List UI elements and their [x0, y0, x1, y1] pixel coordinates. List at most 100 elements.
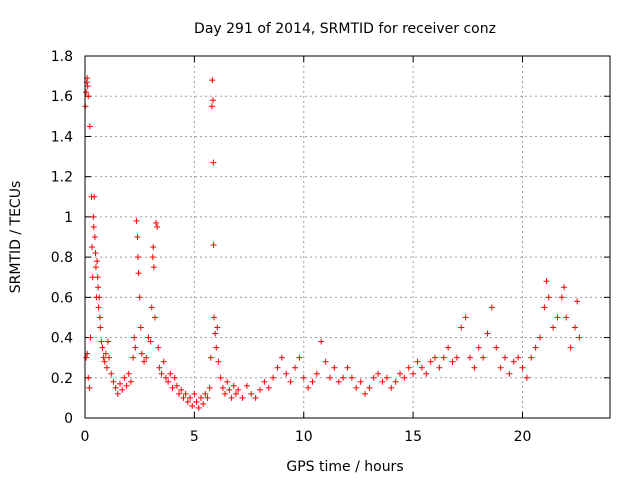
data-points	[82, 75, 583, 411]
x-tick-label: 0	[81, 429, 90, 445]
data-point	[195, 404, 202, 411]
data-point	[135, 270, 142, 277]
x-tick-label: 15	[404, 429, 422, 445]
data-point	[230, 382, 237, 389]
data-point	[125, 370, 132, 377]
data-point	[563, 314, 570, 321]
data-point	[217, 374, 224, 381]
data-point	[219, 384, 226, 391]
data-point	[257, 386, 263, 393]
data-point	[108, 370, 115, 377]
data-point	[305, 384, 312, 391]
data-point	[112, 384, 119, 391]
data-point	[228, 394, 235, 401]
data-point	[235, 386, 242, 393]
data-point	[96, 294, 103, 301]
data-point	[515, 354, 522, 361]
data-point	[97, 324, 104, 331]
data-point	[375, 370, 382, 377]
data-point	[222, 390, 228, 397]
data-point	[102, 350, 109, 357]
data-point	[90, 223, 97, 230]
data-point	[331, 364, 338, 371]
data-point	[176, 390, 183, 397]
x-axis-label: GPS time / hours	[286, 459, 403, 475]
data-point	[110, 378, 117, 385]
data-point	[206, 384, 213, 391]
data-point	[543, 278, 550, 285]
data-point	[98, 338, 105, 345]
data-point	[239, 394, 246, 401]
data-point	[114, 390, 121, 397]
data-point	[283, 370, 290, 377]
data-point	[558, 294, 565, 301]
data-point	[84, 83, 91, 90]
data-point	[92, 250, 99, 257]
data-point	[182, 390, 189, 397]
data-point	[506, 370, 513, 377]
data-point	[150, 244, 157, 251]
x-tick-label: 10	[295, 429, 313, 445]
data-point	[576, 334, 583, 341]
data-point	[212, 330, 219, 337]
data-point	[95, 284, 102, 291]
data-point	[572, 324, 578, 331]
data-point	[119, 386, 126, 393]
data-point	[401, 374, 408, 381]
data-point	[184, 398, 191, 405]
data-point	[152, 314, 158, 321]
data-point	[156, 364, 163, 371]
data-point	[101, 358, 108, 365]
data-point	[322, 358, 329, 365]
data-point	[153, 219, 160, 226]
data-point	[397, 370, 403, 377]
data-point	[278, 354, 285, 361]
data-point	[410, 370, 417, 377]
data-point	[208, 103, 215, 110]
data-point	[132, 344, 139, 351]
y-tick-label: 0	[64, 411, 73, 427]
data-point	[405, 364, 412, 371]
data-point	[265, 384, 272, 391]
data-point	[207, 354, 214, 361]
data-point	[92, 264, 99, 271]
data-point	[248, 390, 255, 397]
data-point	[467, 354, 473, 361]
data-point	[130, 354, 137, 361]
data-point	[567, 344, 574, 351]
data-point	[127, 378, 134, 385]
data-point	[274, 364, 281, 371]
data-point	[243, 382, 250, 389]
data-point	[252, 394, 259, 401]
data-point	[366, 384, 373, 391]
data-point	[423, 370, 430, 377]
y-tick-label: 1	[64, 210, 73, 226]
data-point	[133, 217, 140, 224]
plot-frame	[84, 55, 611, 419]
data-point	[432, 354, 438, 361]
data-point	[90, 213, 97, 220]
data-point	[197, 394, 204, 401]
data-point	[497, 364, 504, 371]
data-point	[554, 314, 561, 321]
data-point	[87, 334, 94, 341]
data-point	[103, 364, 110, 371]
data-point	[123, 382, 130, 389]
x-tick-labels: 0 5 10 15 20	[81, 429, 532, 445]
data-point	[104, 338, 111, 345]
data-point	[545, 294, 552, 301]
data-point	[100, 354, 107, 361]
data-point	[91, 193, 98, 200]
data-point	[436, 364, 443, 371]
y-tick-label: 1.6	[51, 89, 73, 105]
data-point	[480, 354, 487, 361]
x-tick-label: 5	[190, 429, 199, 445]
data-point	[189, 402, 196, 409]
data-point	[145, 334, 152, 341]
data-point	[211, 314, 218, 321]
data-point	[169, 384, 176, 391]
data-point	[458, 324, 465, 331]
data-point	[226, 386, 233, 393]
data-point	[388, 384, 395, 391]
data-point	[141, 358, 148, 365]
